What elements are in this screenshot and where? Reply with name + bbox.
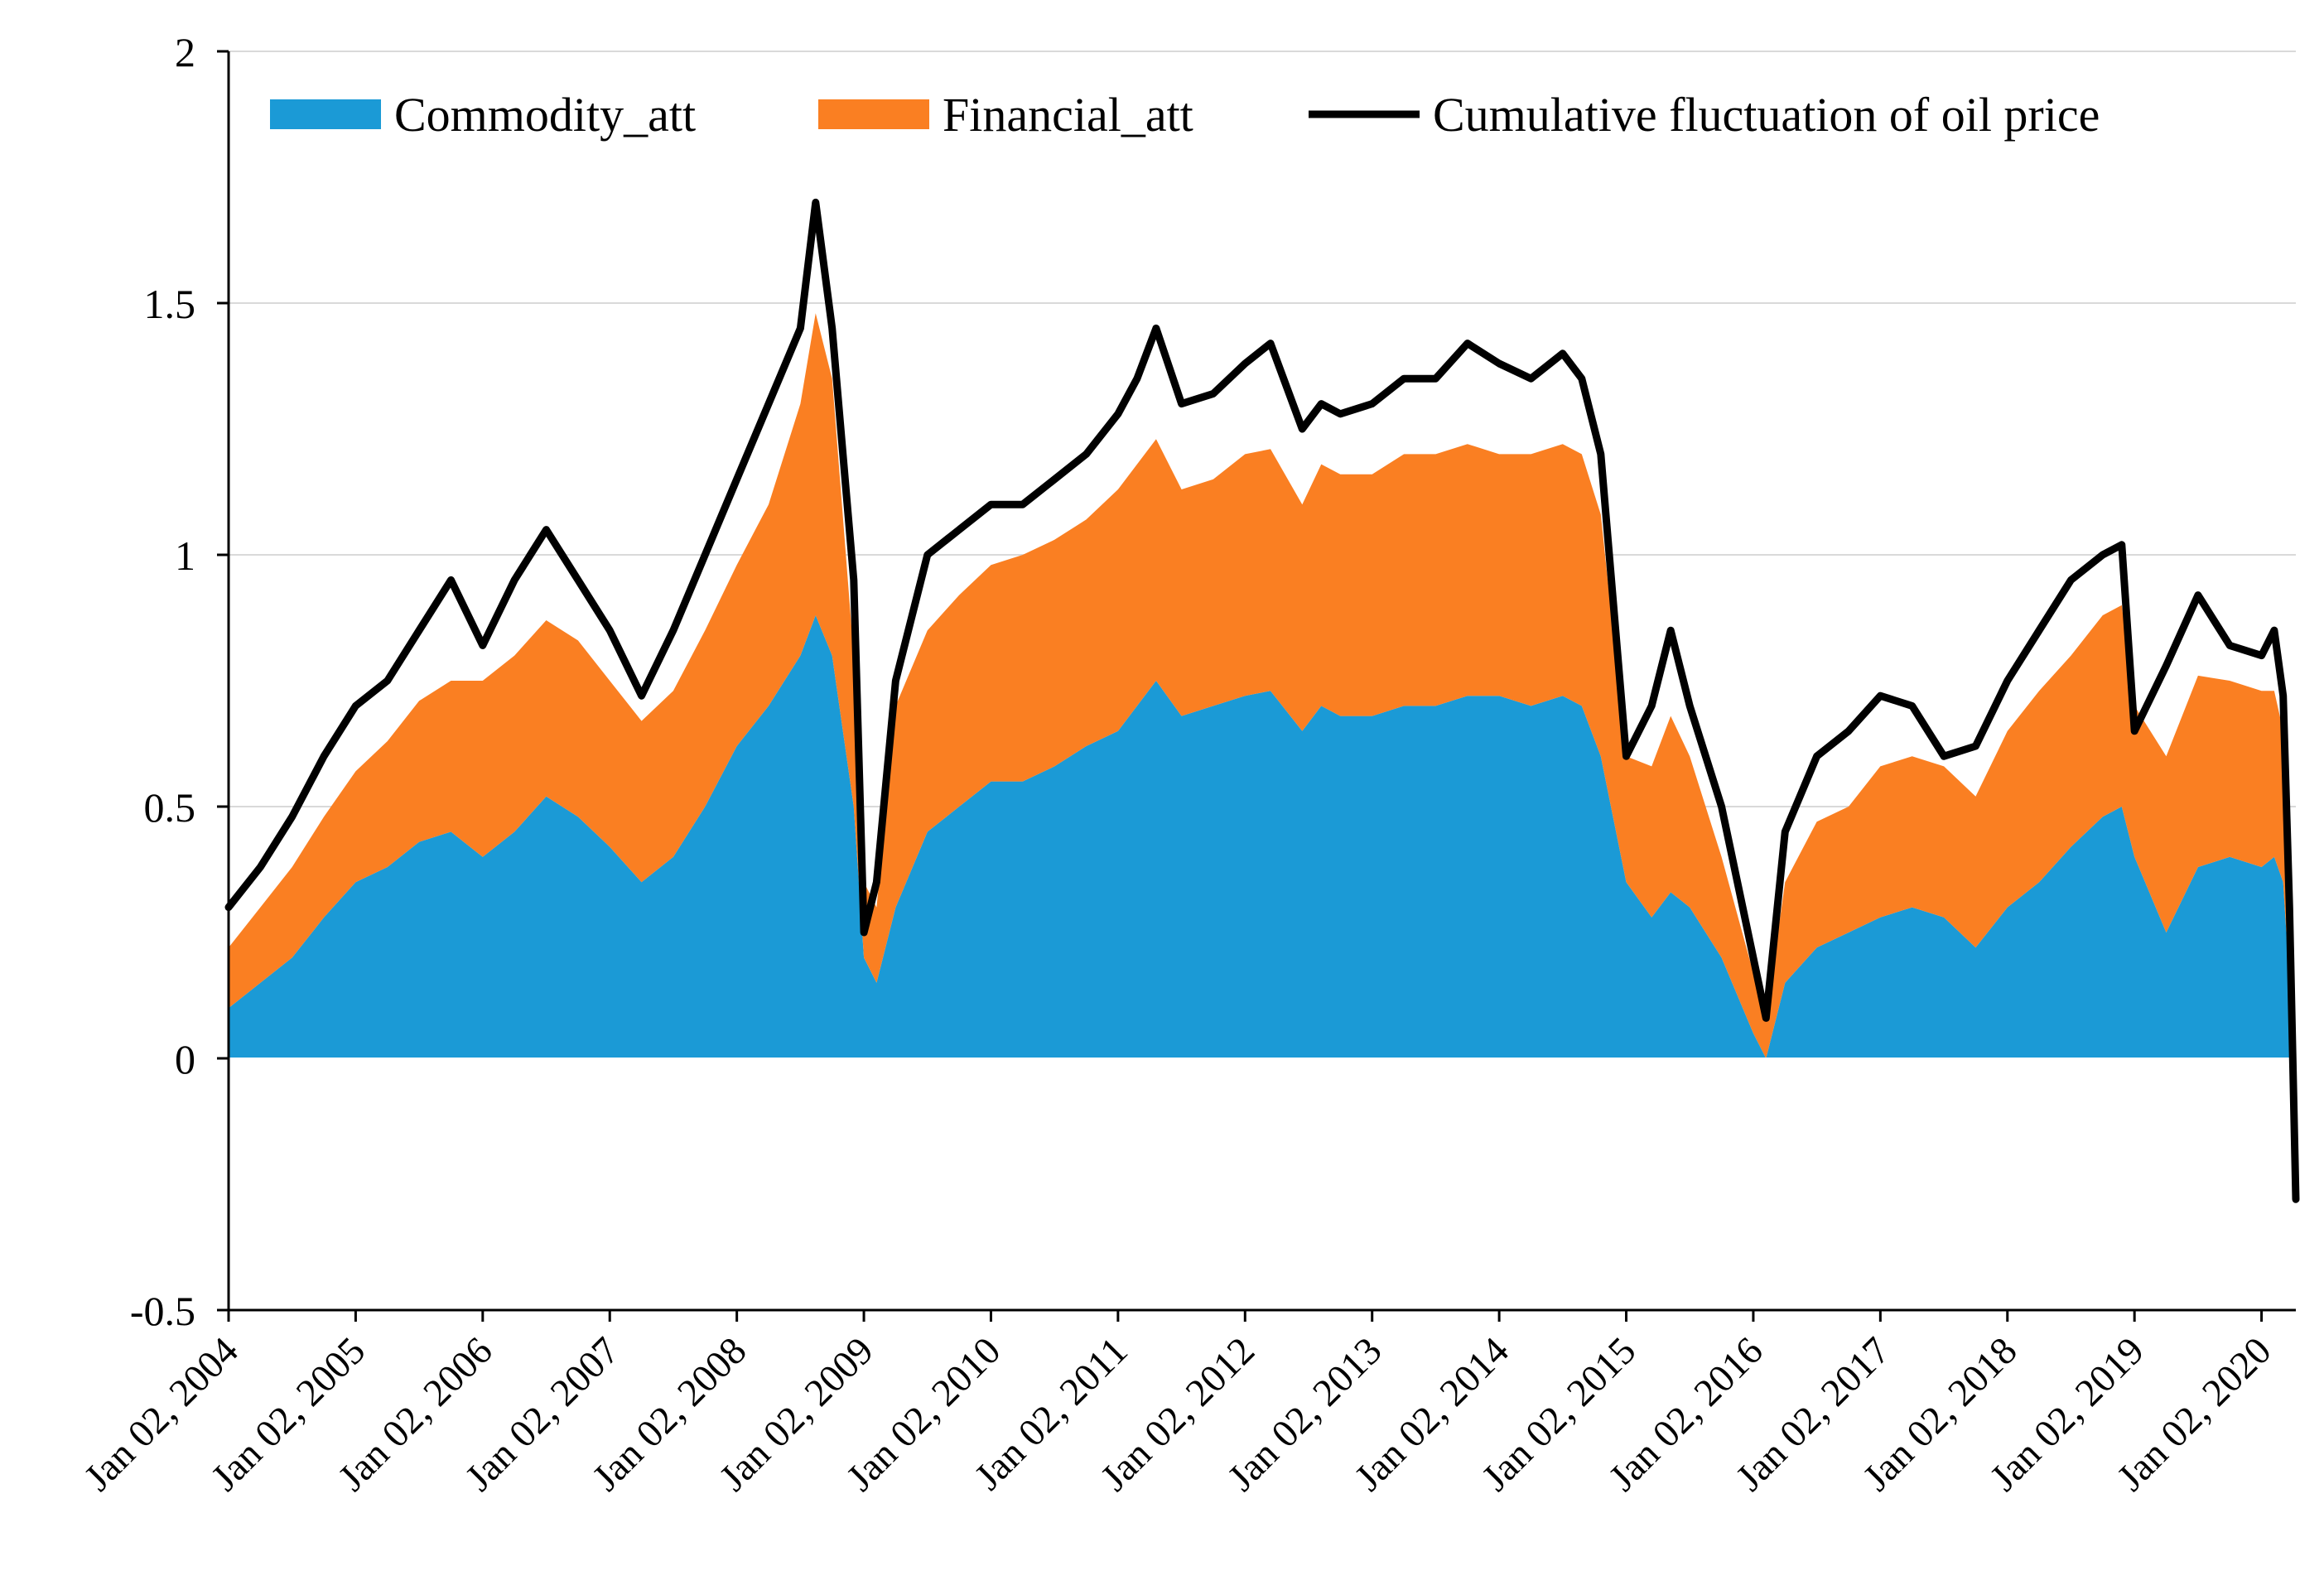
area-financial-att: [229, 313, 2296, 1069]
y-tick-label-0: 2: [175, 29, 195, 75]
stacked-areas: [229, 313, 2296, 1069]
legend-label-1: Financial_att: [943, 88, 1193, 142]
y-tick-labels: 2 1.5 1 0.5 0 -0.5: [130, 29, 195, 1334]
area-commodity-att: [229, 615, 2296, 1069]
y-tick-label-4: 0: [175, 1036, 195, 1082]
line-cumulative-fluctuation: [224, 198, 2300, 1203]
y-tick-label-3: 0.5: [144, 784, 196, 831]
legend-swatch-commodity: [270, 99, 381, 129]
axes: [217, 50, 2296, 1322]
y-tick-label-1: 1.5: [144, 281, 196, 327]
legend-label-2: Cumulative fluctuation of oil price: [1433, 88, 2100, 142]
line-series: [224, 198, 2300, 1203]
y-tick-label-2: 1: [175, 532, 195, 579]
legend-swatch-financial: [818, 99, 929, 129]
y-tick-label-5: -0.5: [130, 1288, 195, 1334]
legend: Commodity_att Financial_att Cumulative flu…: [270, 88, 2100, 142]
legend-label-0: Commodity_att: [394, 88, 696, 142]
